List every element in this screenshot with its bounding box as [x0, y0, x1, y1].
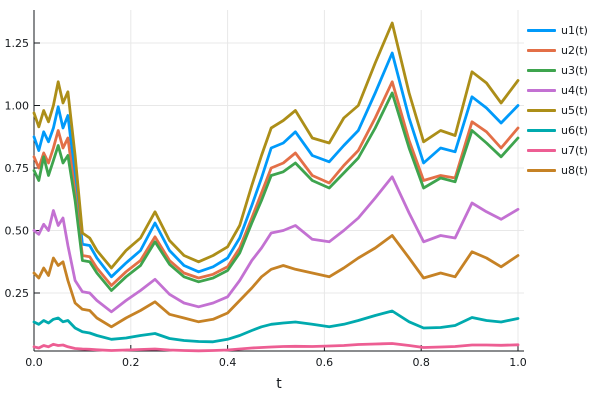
legend-swatch — [527, 109, 556, 112]
legend-item: u4(t) — [527, 84, 588, 97]
x-tick-label: 1.0 — [509, 356, 527, 369]
legend-item: u7(t) — [527, 144, 588, 157]
legend-swatch — [527, 129, 556, 132]
y-tick-label: 0.50 — [5, 225, 30, 238]
x-axis-label: t — [276, 376, 282, 392]
legend-label: u5(t) — [561, 104, 588, 117]
legend-item: u8(t) — [527, 164, 588, 177]
legend-swatch — [527, 69, 556, 72]
series-line-u3t — [32, 91, 520, 292]
x-tick-label: 0.8 — [412, 356, 430, 369]
x-tick-label: 0.4 — [219, 356, 237, 369]
legend-item: u5(t) — [527, 104, 588, 117]
series-line-u6t — [32, 309, 520, 344]
series-line-u4t — [32, 175, 520, 314]
legend-label: u1(t) — [561, 24, 588, 37]
legend-swatch — [527, 149, 556, 152]
legend: u1(t) u2(t) u3(t) u4(t) u5(t) u6(t) u7(t) u8(t) — [527, 24, 588, 177]
series-line-u8t — [32, 234, 520, 329]
y-tick-label: 1.25 — [5, 37, 30, 50]
legend-label: u6(t) — [561, 124, 588, 137]
legend-swatch — [527, 49, 556, 52]
legend-swatch — [527, 89, 556, 92]
legend-swatch — [527, 29, 556, 32]
series-line-u5t — [32, 21, 520, 270]
x-tick-label: 0.6 — [316, 356, 334, 369]
legend-item: u1(t) — [527, 24, 588, 37]
series-line-u7t — [32, 342, 520, 353]
legend-item: u6(t) — [527, 124, 588, 137]
legend-swatch — [527, 169, 556, 172]
legend-label: u3(t) — [561, 64, 588, 77]
y-tick-label: 1.00 — [5, 100, 30, 113]
series-line-u1t — [32, 51, 520, 279]
legend-item: u2(t) — [527, 44, 588, 57]
x-tick-label: 0.2 — [122, 356, 140, 369]
y-tick-label: 0.25 — [5, 287, 30, 300]
y-tick-label: 0.75 — [5, 162, 30, 175]
legend-item: u3(t) — [527, 64, 588, 77]
legend-label: u8(t) — [561, 164, 588, 177]
legend-label: u4(t) — [561, 84, 588, 97]
series-line-u2t — [32, 80, 520, 287]
legend-label: u2(t) — [561, 44, 588, 57]
legend-label: u7(t) — [561, 144, 588, 157]
x-tick-label: 0.0 — [25, 356, 43, 369]
